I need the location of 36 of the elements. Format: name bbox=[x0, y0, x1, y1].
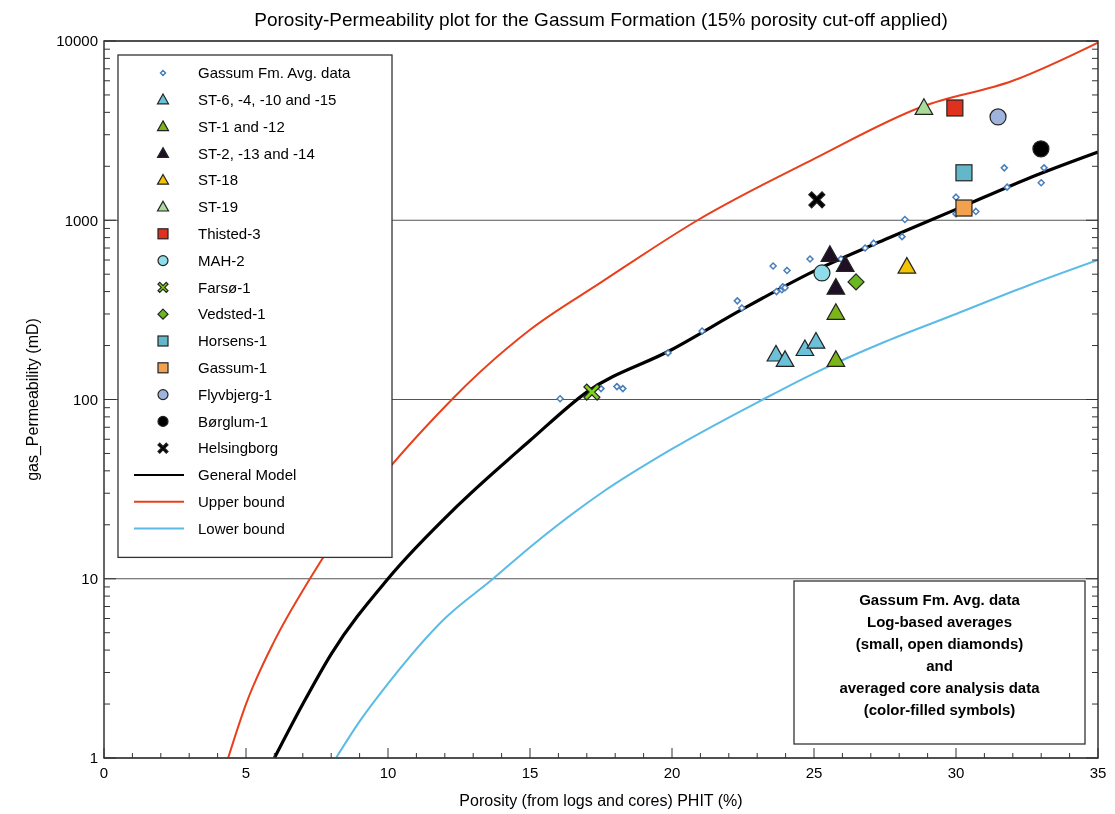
legend-label: ST-6, -4, -10 and -15 bbox=[198, 91, 337, 109]
legend-label: Farsø-1 bbox=[198, 278, 251, 296]
legend-label: Horsens-1 bbox=[198, 332, 268, 350]
y-axis-title: gas_Permeability (mD) bbox=[24, 318, 42, 481]
legend-label: Upper bound bbox=[198, 493, 285, 511]
legend-label: Gassum Fm. Avg. data bbox=[198, 64, 351, 82]
legend-label: ST-2, -13 and -14 bbox=[198, 144, 315, 162]
y-tick-label: 1000 bbox=[64, 211, 98, 229]
x-tick-label: 20 bbox=[663, 764, 681, 781]
annotation: Gassum Fm. Avg. data Log-based averages (small, open diamonds) and averaged core analysis data (color-filled symbols) bbox=[839, 591, 1041, 718]
legend-label: ST-19 bbox=[198, 198, 239, 216]
x-tick-label: 0 bbox=[99, 764, 109, 781]
y-tick-label: 1 bbox=[89, 749, 98, 767]
legend-label: Børglum-1 bbox=[198, 412, 269, 430]
legend-label: General Model bbox=[198, 466, 297, 484]
x-axis-title: Porosity (from logs and cores) PHIT (%) bbox=[459, 792, 743, 809]
x-tick-label: 25 bbox=[805, 764, 823, 781]
x-tick-label: 35 bbox=[1089, 764, 1107, 781]
y-tick-label: 100 bbox=[72, 390, 98, 408]
legend-label: ST-1 and -12 bbox=[198, 117, 285, 135]
legend-label: Helsingborg bbox=[198, 439, 279, 457]
legend-label: MAH-2 bbox=[198, 251, 245, 269]
note-box: Gassum Fm. Avg. data Log-based averages (small, open diamonds) and averaged core analysis data (color-filled symbols) bbox=[793, 580, 1086, 745]
legend-label: Gassum-1 bbox=[198, 359, 268, 377]
x-tick-label: 15 bbox=[521, 764, 539, 781]
chart-title: Porosity-Permeability plot for the Gassum Formation (15% porosity cut-off applied) bbox=[254, 9, 948, 30]
y-tick-label: 10000 bbox=[56, 32, 98, 50]
legend-label: ST-18 bbox=[198, 171, 239, 189]
x-tick-label: 10 bbox=[379, 764, 397, 781]
x-tick-label: 5 bbox=[241, 764, 251, 781]
legend-label: Flyvbjerg-1 bbox=[198, 385, 273, 403]
legend-label: Vedsted-1 bbox=[198, 305, 266, 323]
y-tick-label: 10 bbox=[81, 570, 98, 587]
legend-label: Lower bound bbox=[198, 519, 285, 537]
legend-label: Thisted-3 bbox=[198, 225, 261, 243]
x-tick-label: 30 bbox=[947, 764, 965, 781]
